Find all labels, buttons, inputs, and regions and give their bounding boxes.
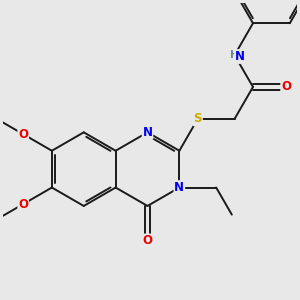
Text: N: N — [235, 50, 245, 63]
Text: O: O — [18, 128, 28, 141]
Text: H: H — [230, 50, 239, 60]
Text: N: N — [174, 181, 184, 194]
Text: S: S — [194, 112, 202, 125]
Text: O: O — [18, 198, 28, 211]
Text: O: O — [281, 80, 291, 94]
Text: O: O — [142, 234, 152, 248]
Text: N: N — [142, 126, 152, 139]
